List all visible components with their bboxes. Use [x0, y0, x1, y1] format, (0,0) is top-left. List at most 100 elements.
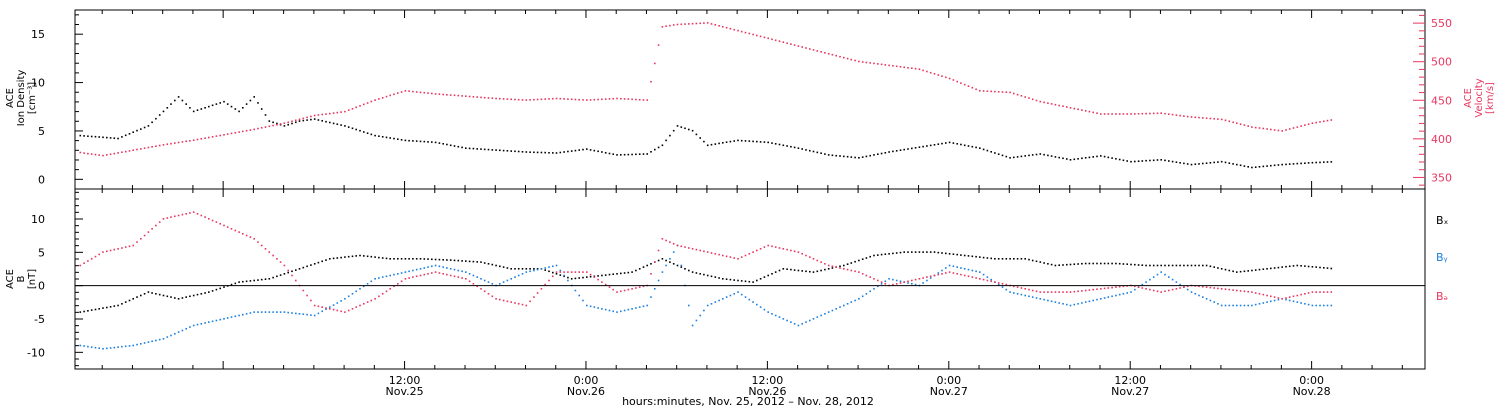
data-point — [759, 248, 762, 250]
data-point — [1323, 120, 1325, 123]
data-point — [147, 291, 150, 293]
data-point — [873, 154, 875, 156]
data-point — [1323, 291, 1325, 293]
data-point — [1054, 103, 1057, 106]
data-point — [718, 142, 720, 145]
data-point — [774, 246, 777, 248]
data-point — [374, 278, 376, 280]
data-point — [642, 99, 645, 101]
data-point — [106, 136, 108, 139]
data-point — [181, 213, 184, 216]
data-point — [567, 279, 569, 282]
data-point — [185, 103, 187, 105]
data-point — [121, 136, 123, 138]
data-point — [381, 136, 384, 138]
data-point — [703, 22, 705, 24]
data-point — [1005, 258, 1008, 260]
data-point — [1243, 165, 1246, 167]
data-point — [892, 65, 894, 67]
data-point — [967, 268, 970, 271]
data-point — [1213, 287, 1215, 289]
data-point — [272, 121, 274, 124]
data-point — [831, 309, 834, 312]
data-point — [657, 146, 660, 149]
data-point — [608, 309, 611, 312]
data-point — [321, 310, 323, 313]
data-point — [208, 321, 210, 323]
data-point — [661, 258, 664, 260]
data-point — [672, 129, 675, 132]
data-point — [389, 137, 391, 139]
data-point — [325, 308, 327, 310]
data-point — [514, 276, 516, 278]
data-point — [880, 63, 883, 66]
data-point — [166, 336, 169, 338]
data-point — [366, 301, 369, 303]
data-point — [574, 149, 577, 152]
data-point — [680, 126, 683, 128]
data-point — [1092, 299, 1094, 302]
data-point — [922, 251, 924, 253]
data-point — [922, 145, 924, 148]
data-point — [869, 255, 871, 258]
data-point — [1081, 302, 1083, 304]
data-point — [506, 279, 509, 282]
data-point — [608, 98, 611, 100]
data-point — [1047, 102, 1049, 104]
data-point — [147, 146, 150, 149]
data-point — [355, 306, 357, 308]
data-point — [268, 120, 271, 122]
data-point — [1100, 155, 1102, 157]
data-point — [200, 293, 203, 295]
data-point — [850, 156, 853, 158]
data-point — [782, 268, 785, 270]
data-point — [359, 288, 361, 290]
data-point — [158, 293, 161, 296]
data-point — [162, 218, 165, 220]
data-point — [1319, 121, 1321, 123]
data-point — [491, 149, 494, 151]
data-point — [128, 150, 131, 152]
left-tick-label-field: -5 — [34, 313, 45, 326]
data-point — [283, 122, 286, 124]
data-point — [774, 271, 777, 273]
x-tick-label-date: Nov.27 — [930, 385, 968, 398]
data-point — [245, 234, 248, 237]
data-point — [820, 269, 822, 272]
data-point — [982, 256, 985, 259]
data-point — [801, 323, 803, 325]
data-point — [196, 138, 199, 141]
data-point — [593, 276, 596, 278]
data-point — [997, 91, 1000, 93]
data-point — [994, 152, 996, 154]
data-point — [185, 140, 187, 143]
data-point — [869, 276, 871, 278]
data-point — [941, 252, 943, 254]
data-point — [933, 144, 936, 146]
data-point — [654, 288, 656, 290]
data-point — [971, 145, 974, 148]
data-point — [1277, 297, 1280, 299]
data-point — [1285, 297, 1287, 299]
data-point — [563, 151, 565, 153]
data-point — [483, 262, 486, 264]
data-point — [260, 244, 263, 247]
data-point — [495, 298, 497, 300]
data-point — [291, 120, 293, 123]
data-point — [854, 59, 856, 62]
data-point — [790, 249, 792, 252]
data-point — [363, 131, 365, 133]
data-point — [740, 256, 743, 258]
data-point — [1239, 123, 1242, 125]
data-point — [801, 46, 803, 48]
data-point — [548, 279, 550, 282]
data-point — [986, 149, 989, 152]
data-point — [272, 311, 274, 313]
data-point — [710, 23, 713, 25]
data-point — [680, 245, 683, 248]
data-point — [1254, 292, 1257, 294]
data-point — [1323, 267, 1325, 269]
data-point — [533, 268, 535, 270]
data-point — [211, 136, 214, 138]
data-point — [151, 121, 153, 124]
